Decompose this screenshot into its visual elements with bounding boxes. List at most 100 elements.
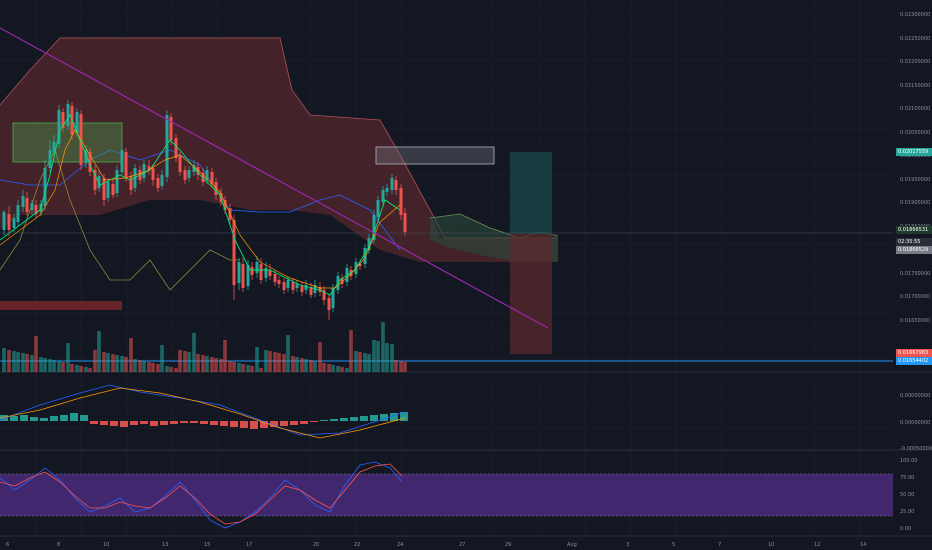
volume-bar xyxy=(79,366,83,372)
volume-bar xyxy=(327,364,331,372)
candle-up xyxy=(385,188,389,192)
stoch-axis-label: 25.00 xyxy=(900,509,915,515)
candle-down xyxy=(241,264,245,288)
volume-bar xyxy=(241,364,245,372)
candle-up xyxy=(120,150,124,172)
volume-bar xyxy=(124,357,128,372)
price-tag-red: 0.01667983 xyxy=(896,349,932,357)
price-tag-gray: 0.01866529 xyxy=(896,246,932,254)
volume-bar xyxy=(390,344,394,372)
candle-down xyxy=(88,152,92,172)
macd-histogram-bar xyxy=(240,421,248,428)
volume-bar xyxy=(111,354,115,372)
candle-down xyxy=(93,170,97,190)
volume-bar xyxy=(160,345,164,372)
candle-down xyxy=(129,176,133,190)
candle-up xyxy=(295,284,299,288)
candle-up xyxy=(84,150,88,163)
candle-down xyxy=(273,274,277,282)
candle-down xyxy=(156,178,160,188)
candle-down xyxy=(25,198,29,212)
volume-bar xyxy=(354,351,358,372)
volume-bar xyxy=(183,351,187,372)
volume-bar xyxy=(97,331,101,372)
candle-down xyxy=(340,278,344,284)
volume-bar xyxy=(178,350,182,372)
candle-down xyxy=(183,170,187,180)
volume-bar xyxy=(12,351,16,372)
candle-up xyxy=(205,170,209,180)
volume-bar xyxy=(394,360,398,372)
macd-histogram-bar xyxy=(260,421,268,428)
candle-down xyxy=(178,156,182,172)
volume-bar xyxy=(331,365,335,372)
candle-down xyxy=(147,166,151,170)
candle-down xyxy=(214,182,218,195)
volume-bar xyxy=(106,353,110,372)
volume-bar xyxy=(57,361,61,372)
volume-bar xyxy=(228,361,232,372)
time-axis-label: 20 xyxy=(313,542,320,548)
volume-bar xyxy=(138,360,142,372)
candle-up xyxy=(304,285,308,290)
time-axis-label: 15 xyxy=(204,542,211,548)
macd-histogram-bar xyxy=(380,414,388,421)
price-axis-label: 0.01700000 xyxy=(900,294,931,300)
macd-histogram-bar xyxy=(80,415,88,421)
volume-bar xyxy=(219,359,223,372)
price-axis-label: 0.02150000 xyxy=(900,82,931,89)
zone-red xyxy=(0,301,122,310)
macd-histogram-bar xyxy=(100,421,108,425)
candle-down xyxy=(174,138,178,158)
volume-bar xyxy=(345,368,349,372)
macd-histogram-bar xyxy=(300,421,308,424)
price-axis-label: 0.01950000 xyxy=(900,176,931,183)
volume-bar xyxy=(304,359,308,372)
candle-up xyxy=(192,165,196,172)
candle-up xyxy=(363,248,367,264)
candle-up xyxy=(75,112,79,133)
volume-bar xyxy=(61,362,65,372)
candle-down xyxy=(124,152,128,178)
volume-bar xyxy=(336,366,340,372)
volume-bar xyxy=(322,363,326,372)
macd-histogram-bar xyxy=(390,413,398,421)
macd-histogram-bar xyxy=(330,419,338,421)
volume-bar xyxy=(30,355,34,372)
volume-bar xyxy=(318,342,322,372)
macd-histogram-bar xyxy=(190,421,198,423)
volume-bar xyxy=(255,347,259,372)
price-axis-label: 0.02050000 xyxy=(900,129,931,136)
volume-bar xyxy=(7,350,11,372)
volume-bar xyxy=(237,363,241,372)
volume-bar xyxy=(367,354,371,372)
candle-down xyxy=(151,168,155,180)
macd-histogram-bar xyxy=(70,413,78,421)
macd-axis-label: 0.00000000 xyxy=(900,393,931,399)
macd-histogram-bar xyxy=(370,415,378,421)
price-tag-blue: 0.01654402 xyxy=(896,357,932,365)
stoch-axis-label: 50.00 xyxy=(900,492,915,498)
candle-up xyxy=(264,268,268,278)
ichimoku-cloud-red xyxy=(0,38,558,262)
candle-up xyxy=(367,238,371,250)
volume-bar xyxy=(120,356,124,372)
candle-down xyxy=(232,220,236,285)
volume-bar xyxy=(250,366,254,372)
volume-bar xyxy=(84,367,88,372)
time-axis-label: 8 xyxy=(57,542,61,548)
macd-histogram-bar xyxy=(30,417,38,421)
macd-histogram-bar xyxy=(320,420,328,421)
price-axis-label: 0.01750000 xyxy=(900,270,931,277)
macd-histogram-bar xyxy=(180,421,188,423)
volume-bar xyxy=(372,340,376,372)
candle-up xyxy=(286,280,290,288)
volume-bar xyxy=(187,352,191,372)
time-axis-label: 29 xyxy=(505,542,512,548)
volume-bar xyxy=(16,352,20,372)
stoch-axis-label: 100.00 xyxy=(900,458,918,464)
macd-histogram-bar xyxy=(250,421,258,429)
volume-bar xyxy=(43,358,47,372)
